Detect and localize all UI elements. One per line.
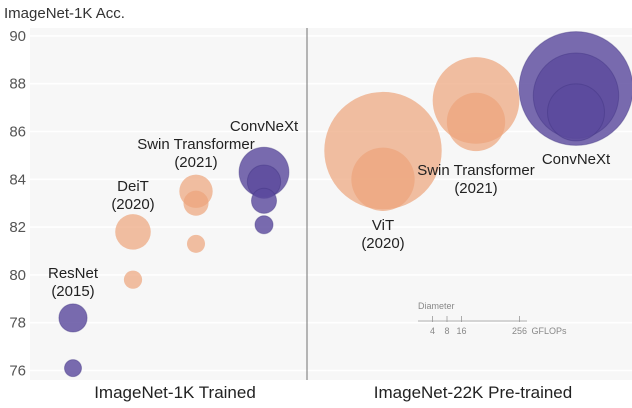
legend-tick-label: 8: [444, 326, 449, 336]
legend-tick-label: 16: [456, 326, 466, 336]
series-name-label: ConvNeXt: [542, 151, 611, 168]
bubble: [254, 215, 274, 235]
y-tick-label: 84: [9, 171, 26, 188]
series-year-label: (2021): [174, 154, 217, 171]
bubble: [58, 303, 88, 333]
series-name-label: ResNet: [48, 265, 99, 282]
bubble: [351, 147, 415, 211]
series-name-label: Swin Transformer: [417, 162, 535, 179]
y-tick-label: 86: [9, 124, 26, 141]
series-name-label: ConvNeXt: [230, 118, 299, 135]
bubble: [546, 83, 606, 142]
legend-tick-label: 4: [430, 326, 435, 336]
bubble: [446, 92, 506, 152]
panel-22k-title: ImageNet-22K Pre-trained: [374, 383, 572, 402]
bubble: [123, 270, 143, 289]
series-name-label: ViT: [372, 217, 394, 234]
y-axis: 76 78 80 82 84 86 88 90: [9, 28, 26, 380]
size-legend: Diameter 4 8 16 256 GFLOPs: [418, 301, 567, 336]
bubble: [64, 359, 82, 378]
bubble: [250, 187, 278, 214]
bubble: [183, 190, 209, 216]
series-year-label: (2020): [111, 196, 154, 213]
bubble: [115, 214, 151, 250]
legend-tick-label: 256: [512, 326, 527, 336]
y-tick-label: 76: [9, 363, 26, 380]
series-year-label: (2015): [51, 283, 94, 300]
y-tick-label: 82: [9, 219, 26, 236]
series-year-label: (2020): [361, 235, 404, 252]
series-name-label: Swin Transformer: [137, 136, 255, 153]
y-axis-title: ImageNet-1K Acc.: [4, 5, 125, 22]
series-name-label: DeiT: [117, 178, 149, 195]
legend-title: Diameter: [418, 301, 455, 311]
y-tick-label: 78: [9, 315, 26, 332]
series-year-label: (2021): [454, 180, 497, 197]
legend-unit: GFLOPs: [532, 326, 568, 336]
y-tick-label: 80: [9, 267, 26, 284]
panel-1k-title: ImageNet-1K Trained: [94, 383, 256, 402]
label-layer: ResNet(2015)DeiT(2020)Swin Transformer(2…: [48, 118, 611, 300]
bubble-layer: [58, 31, 632, 378]
bubble: [186, 234, 206, 253]
y-tick-label: 90: [9, 28, 26, 45]
y-tick-label: 88: [9, 76, 26, 93]
